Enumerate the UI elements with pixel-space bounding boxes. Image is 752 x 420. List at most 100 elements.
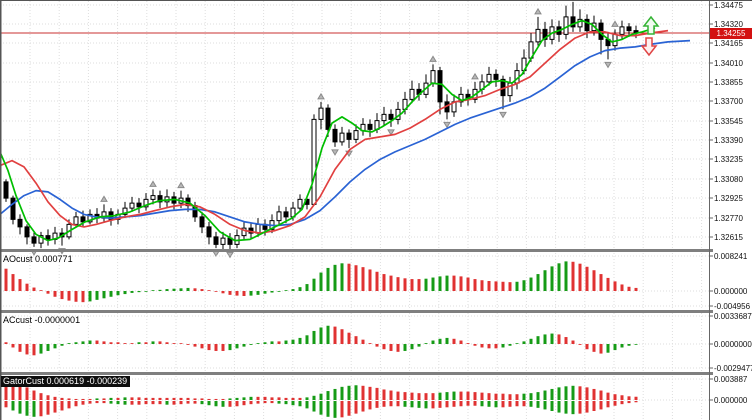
fractal-down-icon <box>443 121 451 129</box>
hist-bar <box>102 291 106 299</box>
hist-bar <box>606 392 610 400</box>
hist-bar <box>466 391 470 400</box>
hist-bar <box>256 396 260 400</box>
hist-bar <box>200 398 204 400</box>
hist-bar <box>634 401 638 403</box>
hist-bar <box>480 401 484 407</box>
candle-body <box>241 227 247 237</box>
hist-bar <box>207 401 211 406</box>
hist-bar <box>326 325 330 344</box>
candle-body <box>87 213 93 223</box>
hist-bar <box>221 398 225 400</box>
hist-bar <box>4 401 8 408</box>
hist-bar <box>214 291 218 292</box>
hist-bar <box>536 274 540 291</box>
candle-body <box>136 202 142 208</box>
price-axis-label: 1.32770 <box>714 214 743 223</box>
hist-bar <box>25 283 29 291</box>
candle-body <box>73 216 79 225</box>
hist-bar <box>452 391 456 400</box>
hist-bar <box>494 344 498 349</box>
hist-bar <box>312 395 316 400</box>
hist-bar <box>144 342 148 344</box>
hist-bar <box>242 291 246 296</box>
hist-bar <box>151 290 155 291</box>
indicator-label-aocust: AOcust 0.000771 <box>3 254 73 264</box>
hist-bar <box>312 401 316 412</box>
hist-bar <box>249 291 253 296</box>
hist-bar <box>571 340 575 344</box>
indicator-axis-label: 0.000000 <box>714 287 748 296</box>
hist-bar <box>305 284 309 291</box>
hist-bar <box>368 343 372 344</box>
candle-body <box>430 70 436 84</box>
gatorcust-bars <box>4 379 638 418</box>
hist-bar <box>221 291 225 294</box>
hist-bar <box>179 343 183 344</box>
hist-bar <box>277 397 281 400</box>
hist-bar <box>620 284 624 291</box>
indicator-axis-label: 0.003887 <box>714 375 748 384</box>
hist-bar <box>221 401 225 407</box>
hist-bar <box>95 401 99 404</box>
hist-bar <box>417 401 421 408</box>
indicator-value: 0.000771 <box>35 254 73 264</box>
hist-bar <box>347 401 351 416</box>
hist-bar <box>445 392 449 400</box>
indicator-axis-label: 0.000000 <box>714 396 748 405</box>
hist-bar <box>158 289 162 291</box>
candle-body <box>346 132 352 140</box>
hist-bar <box>298 337 302 344</box>
hist-bar <box>557 401 561 413</box>
hist-bar <box>599 401 603 410</box>
candle-body <box>38 235 44 244</box>
hist-bar <box>172 288 176 291</box>
hist-bar <box>585 401 589 413</box>
hist-bar <box>613 344 617 351</box>
hist-bar <box>46 401 50 415</box>
hist-bar <box>109 291 113 297</box>
hist-bar <box>522 280 526 291</box>
hist-bar <box>151 397 155 400</box>
pane-separator[interactable] <box>0 372 713 375</box>
candle-body <box>3 181 9 199</box>
hist-bar <box>193 401 197 404</box>
hist-bar <box>340 263 344 291</box>
price-axis[interactable]: 1.34475 1.34320 1.34165 1.34010 1.33855 1.337… <box>709 1 743 242</box>
pane-separator[interactable] <box>0 249 713 252</box>
hist-bar <box>109 401 113 404</box>
hist-bar <box>256 291 260 295</box>
hist-bar <box>627 344 631 346</box>
hist-bar <box>11 381 15 400</box>
hist-bar <box>200 401 204 405</box>
pane-separator[interactable] <box>0 310 713 313</box>
hist-bar <box>67 291 71 301</box>
hist-bar <box>200 289 204 291</box>
hist-bar <box>354 265 358 291</box>
hist-bar <box>627 396 631 400</box>
hist-bar <box>487 281 491 291</box>
candle-body <box>276 211 282 222</box>
hist-bar <box>494 281 498 291</box>
hist-bar <box>438 338 442 344</box>
hist-bar <box>200 344 204 349</box>
hist-bar <box>438 392 442 400</box>
hist-bar <box>186 287 190 291</box>
hist-bar <box>501 393 505 400</box>
hist-bar <box>291 401 295 406</box>
hist-bar <box>431 340 435 344</box>
indicator-value: 0.000619 -0.000239 <box>46 376 128 386</box>
vertical-gridlines <box>29 1 703 420</box>
hist-bar <box>291 339 295 344</box>
candle-body <box>409 88 415 100</box>
price-axis-label: 1.33080 <box>714 175 743 184</box>
hist-bar <box>249 401 253 405</box>
fractal-down-icon <box>331 149 339 156</box>
hist-bar <box>249 396 253 400</box>
candle-body <box>283 211 289 218</box>
price-axis-label: 1.33700 <box>714 97 743 106</box>
hist-bar <box>74 342 78 344</box>
fractal-up-icon <box>611 20 619 27</box>
hist-bar <box>445 337 449 344</box>
